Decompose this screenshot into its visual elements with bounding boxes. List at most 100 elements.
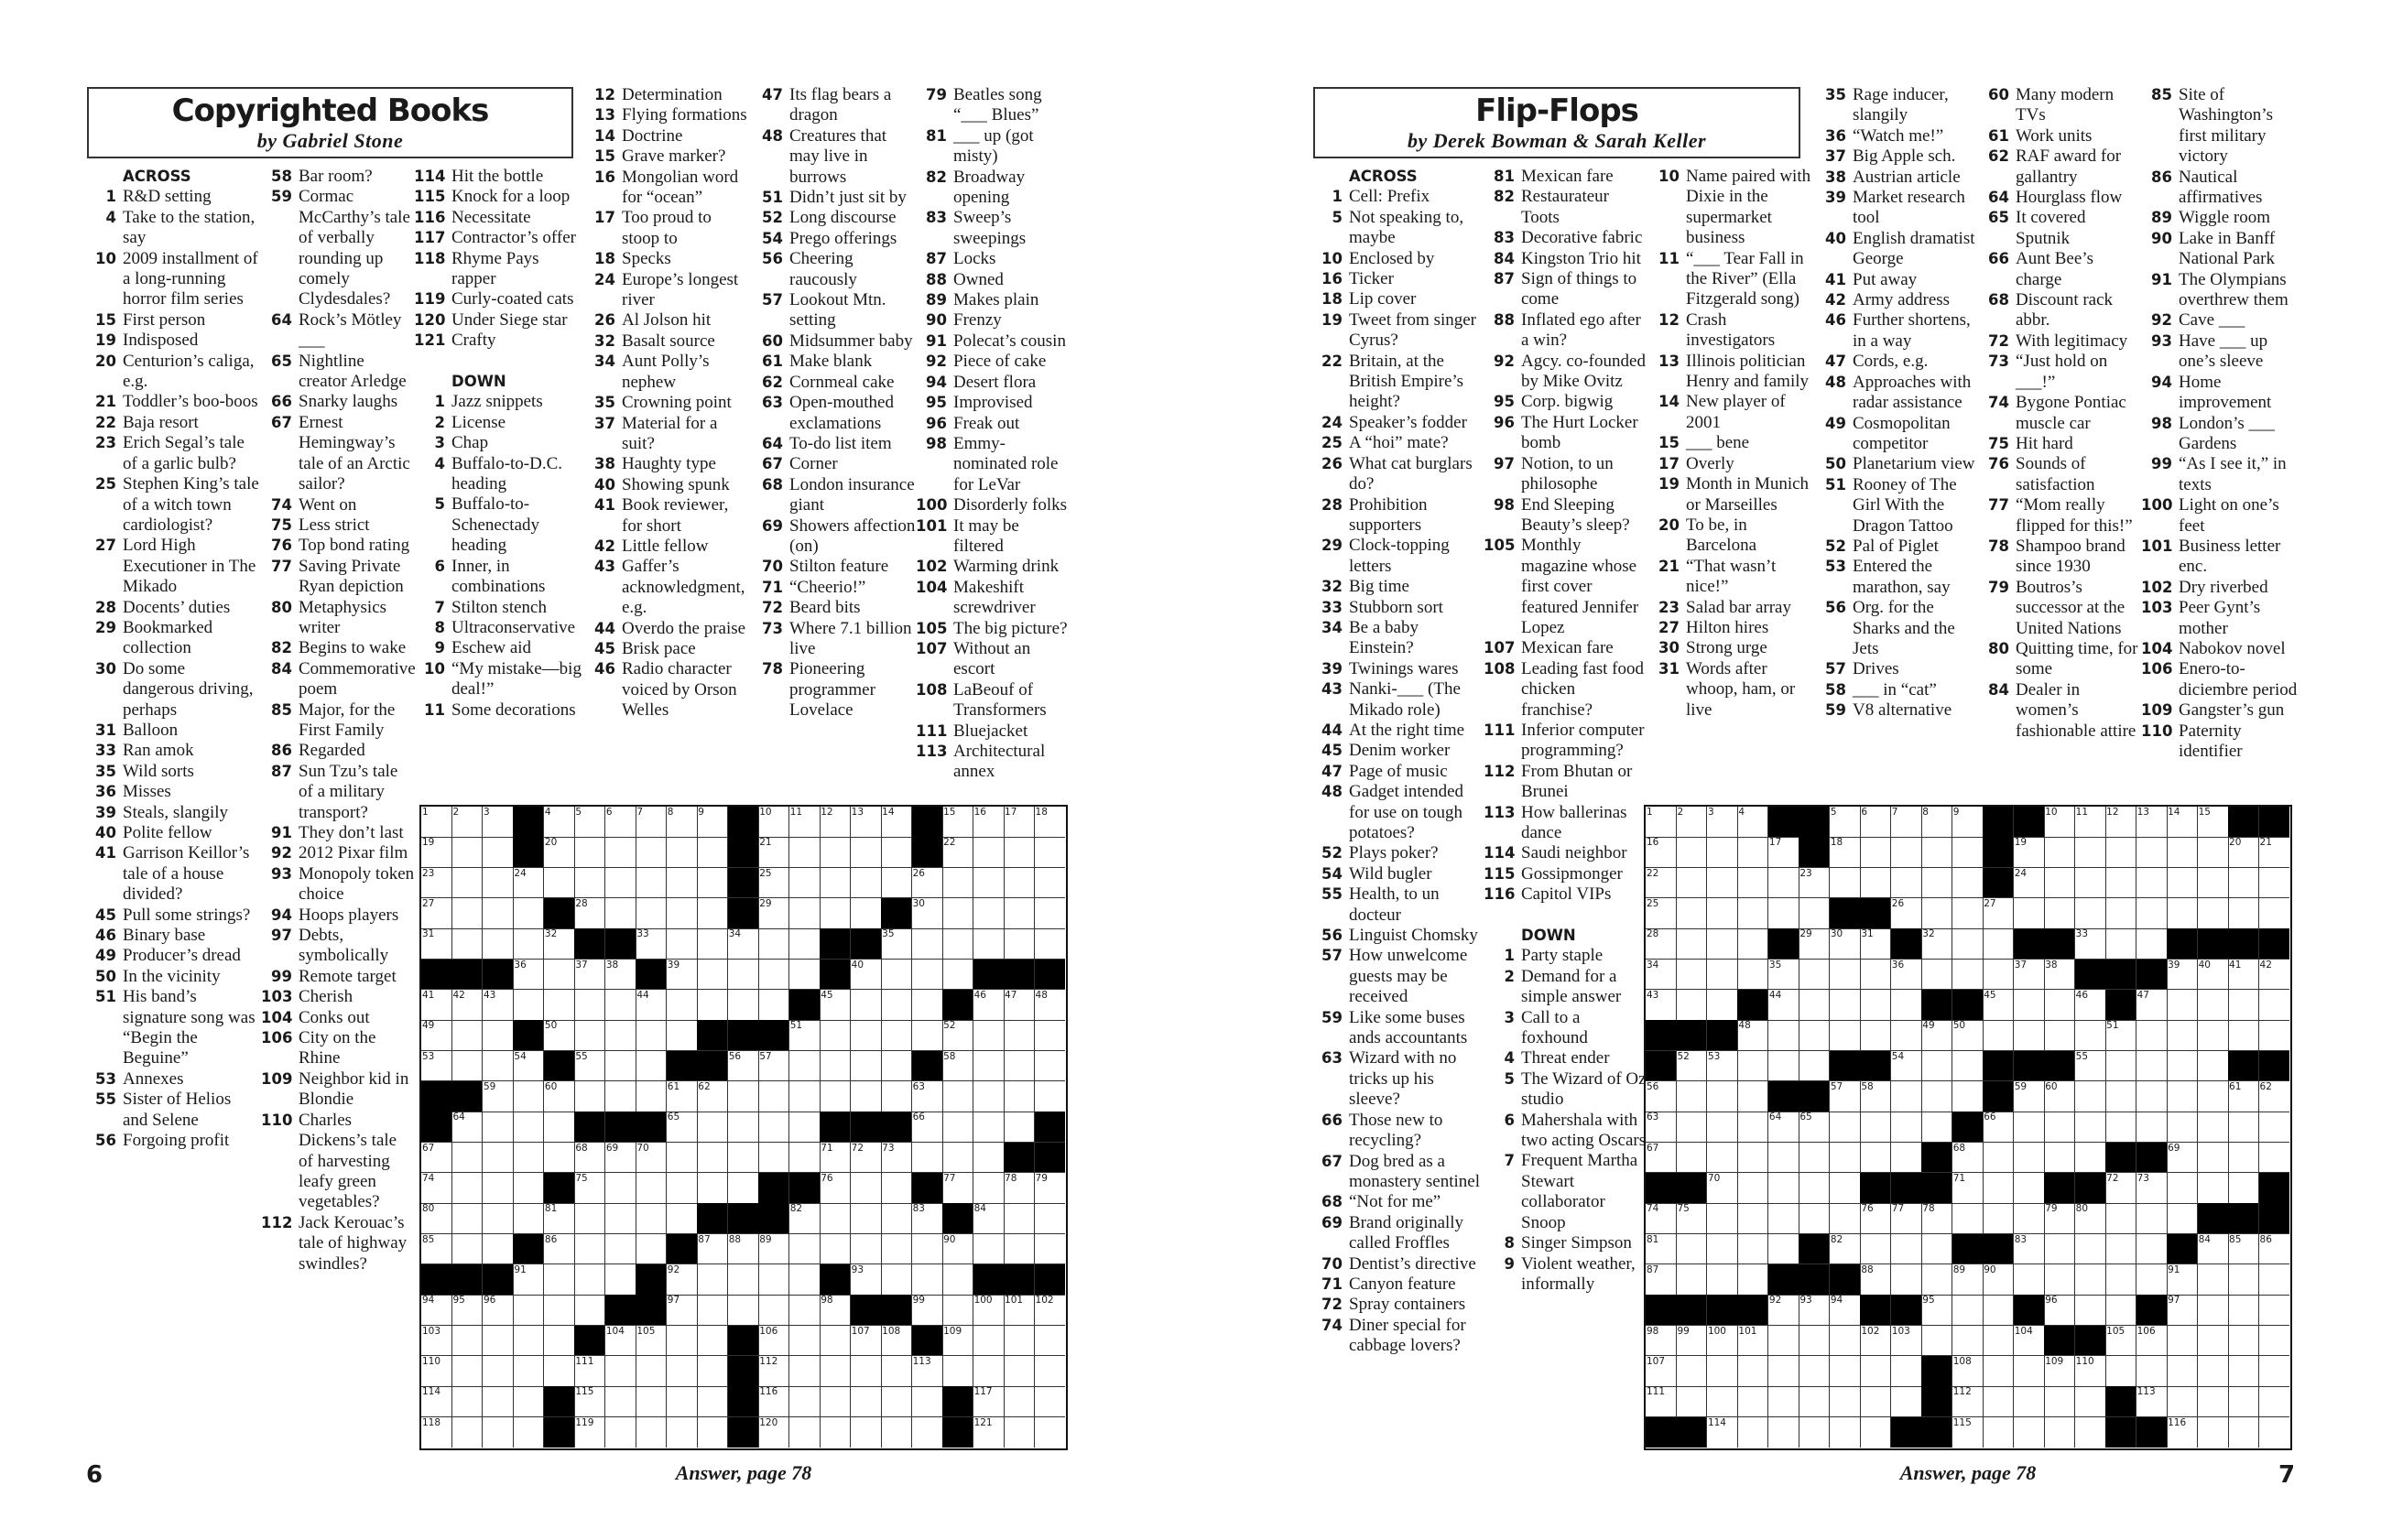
grid-cell[interactable] xyxy=(1034,1356,1065,1387)
grid-cell[interactable]: 27 xyxy=(1983,898,2015,929)
grid-cell[interactable]: 79 xyxy=(1034,1173,1065,1204)
grid-cell[interactable] xyxy=(2258,1020,2289,1052)
grid-cell[interactable]: 39 xyxy=(2167,959,2199,991)
grid-cell[interactable]: 104 xyxy=(2013,1325,2045,1357)
grid-cell[interactable] xyxy=(1952,1325,1984,1357)
grid-cell[interactable] xyxy=(1890,1264,1922,1296)
grid-cell[interactable] xyxy=(513,1081,545,1112)
grid-cell[interactable] xyxy=(788,1325,821,1357)
grid-cell[interactable] xyxy=(1983,1356,2015,1387)
grid-cell[interactable] xyxy=(1737,867,1769,899)
grid-cell[interactable] xyxy=(911,1142,943,1174)
grid-cell[interactable] xyxy=(1706,990,1738,1021)
grid-cell[interactable] xyxy=(727,1173,759,1204)
grid-cell[interactable] xyxy=(2258,1264,2289,1296)
grid-cell[interactable]: 86 xyxy=(2258,1234,2289,1265)
grid-cell[interactable] xyxy=(1034,1386,1065,1418)
grid-cell[interactable] xyxy=(666,1203,698,1235)
grid-cell[interactable]: 56 xyxy=(1646,1081,1677,1112)
grid-cell[interactable] xyxy=(1034,1203,1065,1235)
grid-cell[interactable] xyxy=(788,928,821,960)
grid-cell[interactable]: 102 xyxy=(1034,1295,1065,1327)
grid-cell[interactable] xyxy=(697,928,729,960)
grid-cell[interactable] xyxy=(1676,1081,1708,1112)
grid-cell[interactable] xyxy=(2228,1264,2260,1296)
grid-cell[interactable]: 87 xyxy=(1646,1264,1677,1296)
grid-cell[interactable]: 106 xyxy=(2136,1325,2168,1357)
grid-cell[interactable] xyxy=(1004,1356,1036,1387)
grid-cell[interactable] xyxy=(604,1386,636,1418)
grid-cell[interactable] xyxy=(2258,898,2289,929)
grid-cell[interactable] xyxy=(2167,1173,2199,1204)
grid-cell[interactable] xyxy=(1706,1386,1738,1418)
grid-cell[interactable] xyxy=(727,990,759,1021)
grid-cell[interactable]: 2 xyxy=(451,807,484,838)
grid-cell[interactable]: 118 xyxy=(421,1416,452,1448)
grid-cell[interactable] xyxy=(482,1173,514,1204)
grid-cell[interactable]: 55 xyxy=(2074,1050,2106,1082)
grid-cell[interactable] xyxy=(482,1356,514,1387)
grid-cell[interactable]: 23 xyxy=(1799,867,1831,899)
grid-cell[interactable] xyxy=(482,1050,514,1082)
grid-cell[interactable] xyxy=(758,1264,790,1296)
grid-cell[interactable]: 112 xyxy=(758,1356,790,1387)
grid-cell[interactable] xyxy=(636,1416,668,1448)
grid-cell[interactable]: 48 xyxy=(1034,990,1065,1021)
grid-cell[interactable] xyxy=(1983,1203,2015,1235)
grid-cell[interactable] xyxy=(2074,1020,2106,1052)
grid-cell[interactable]: 31 xyxy=(1860,928,1892,960)
grid-cell[interactable] xyxy=(881,1386,913,1418)
grid-cell[interactable] xyxy=(850,1020,882,1052)
grid-cell[interactable] xyxy=(1767,1050,1799,1082)
grid-cell[interactable]: 59 xyxy=(2013,1081,2045,1112)
grid-cell[interactable] xyxy=(483,1416,514,1448)
grid-cell[interactable]: 51 xyxy=(788,1020,821,1052)
grid-cell[interactable] xyxy=(789,1416,821,1448)
grid-cell[interactable] xyxy=(1799,1416,1831,1448)
grid-cell[interactable] xyxy=(2167,1356,2199,1387)
grid-cell[interactable]: 49 xyxy=(1921,1020,1953,1052)
grid-cell[interactable] xyxy=(881,1050,913,1082)
grid-cell[interactable]: 41 xyxy=(2228,959,2260,991)
grid-cell[interactable] xyxy=(788,959,821,991)
grid-cell[interactable] xyxy=(543,1112,575,1144)
grid-cell[interactable] xyxy=(2044,1020,2076,1052)
grid-cell[interactable] xyxy=(1860,1233,1892,1265)
grid-cell[interactable]: 21 xyxy=(758,837,790,869)
grid-cell[interactable] xyxy=(697,1416,729,1448)
grid-cell[interactable] xyxy=(1767,1325,1799,1357)
grid-cell[interactable]: 21 xyxy=(2258,837,2289,869)
grid-cell[interactable] xyxy=(2074,1142,2106,1174)
grid-cell[interactable] xyxy=(1706,1081,1738,1112)
grid-cell[interactable]: 103 xyxy=(421,1325,452,1357)
grid-cell[interactable] xyxy=(2197,1142,2229,1174)
grid-cell[interactable]: 80 xyxy=(421,1203,452,1235)
grid-cell[interactable]: 69 xyxy=(604,1142,636,1174)
grid-cell[interactable] xyxy=(850,1386,882,1418)
grid-cell[interactable] xyxy=(1034,1081,1065,1112)
grid-cell[interactable] xyxy=(2105,1050,2137,1082)
grid-cell[interactable] xyxy=(666,867,698,899)
grid-cell[interactable] xyxy=(820,898,852,929)
grid-cell[interactable]: 114 xyxy=(421,1386,452,1418)
grid-cell[interactable]: 61 xyxy=(2228,1081,2260,1112)
grid-cell[interactable] xyxy=(2013,1264,2045,1296)
grid-cell[interactable] xyxy=(1676,1112,1708,1144)
grid-cell[interactable] xyxy=(973,837,1005,869)
grid-cell[interactable] xyxy=(820,1386,852,1418)
grid-cell[interactable]: 116 xyxy=(2167,1416,2199,1448)
grid-cell[interactable] xyxy=(1004,1081,1036,1112)
grid-cell[interactable] xyxy=(2105,1233,2137,1265)
grid-cell[interactable] xyxy=(482,867,514,899)
grid-cell[interactable]: 72 xyxy=(2105,1173,2137,1204)
grid-cell[interactable] xyxy=(2013,1173,2045,1204)
grid-cell[interactable] xyxy=(1004,1050,1036,1082)
grid-cell[interactable]: 5 xyxy=(574,807,606,838)
grid-cell[interactable] xyxy=(2105,1112,2137,1144)
grid-cell[interactable] xyxy=(820,1050,852,1082)
grid-cell[interactable] xyxy=(1799,1356,1831,1387)
grid-cell[interactable] xyxy=(2228,1295,2260,1327)
grid-cell[interactable] xyxy=(1034,1020,1065,1052)
grid-cell[interactable]: 12 xyxy=(820,807,852,838)
grid-cell[interactable] xyxy=(2167,1112,2199,1144)
